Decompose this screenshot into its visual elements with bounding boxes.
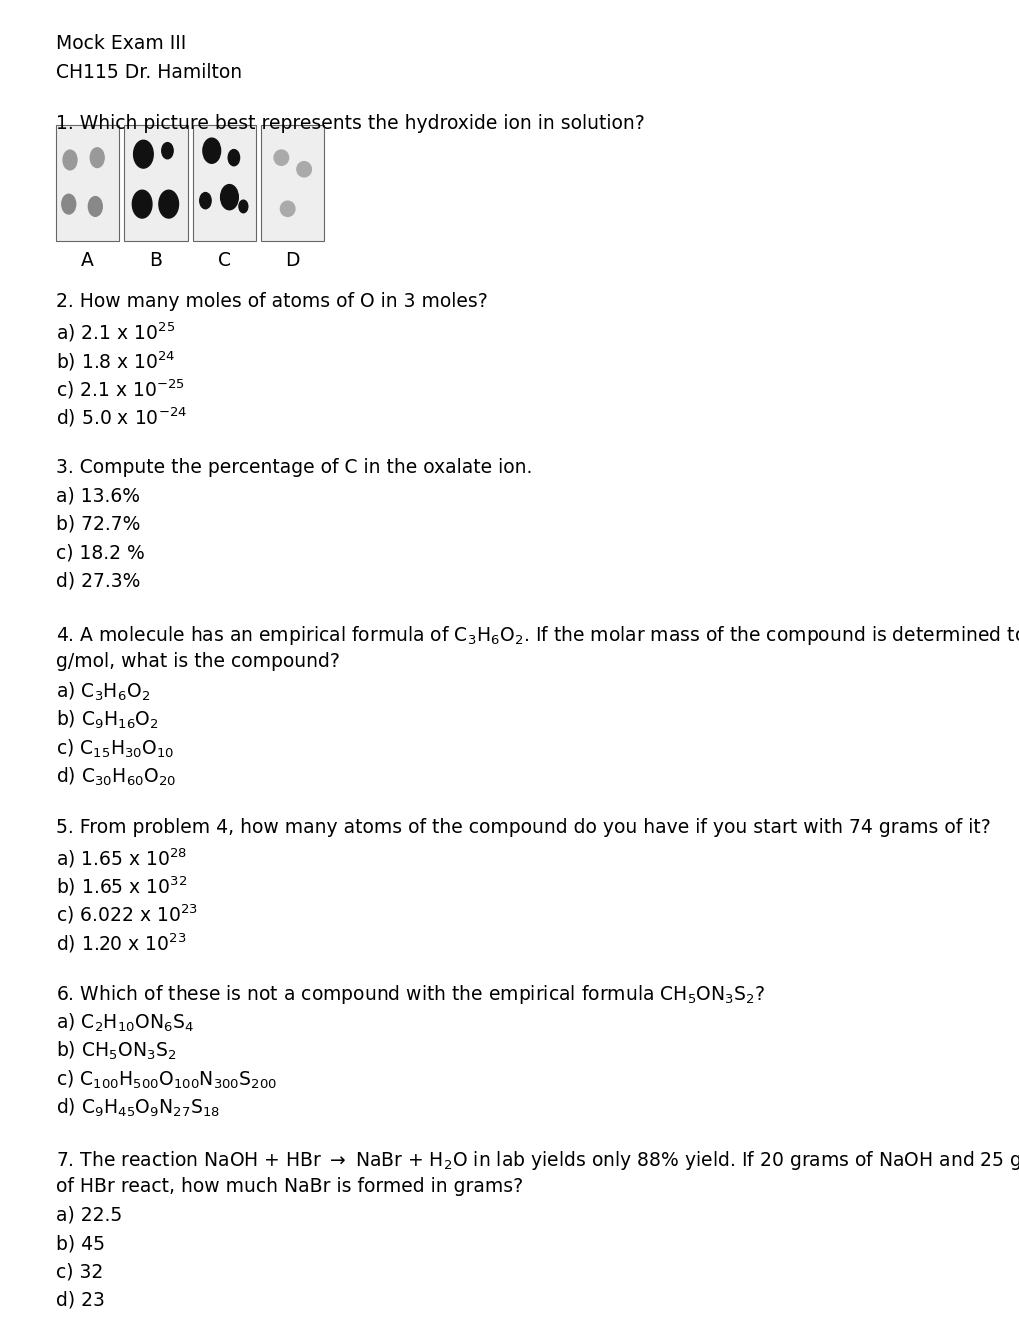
Bar — [261, 125, 324, 242]
Text: d) C$_{30}$H$_{60}$O$_{20}$: d) C$_{30}$H$_{60}$O$_{20}$ — [56, 766, 176, 788]
Text: 5. From problem 4, how many atoms of the compound do you have if you start with : 5. From problem 4, how many atoms of the… — [56, 817, 989, 837]
Ellipse shape — [132, 190, 152, 218]
Text: c) 2.1 x 10$^{-25}$: c) 2.1 x 10$^{-25}$ — [56, 378, 184, 401]
Text: c) 32: c) 32 — [56, 1262, 103, 1282]
Text: c) 18.2 %: c) 18.2 % — [56, 543, 145, 562]
Text: 7. The reaction NaOH + HBr $\rightarrow$ NaBr + H$_{2}$O in lab yields only 88% : 7. The reaction NaOH + HBr $\rightarrow$… — [56, 1148, 1019, 1172]
Text: Mock Exam III: Mock Exam III — [56, 34, 186, 53]
Text: of HBr react, how much NaBr is formed in grams?: of HBr react, how much NaBr is formed in… — [56, 1177, 523, 1196]
Text: d) 27.3%: d) 27.3% — [56, 572, 141, 590]
Text: 1. Which picture best represents the hydroxide ion in solution?: 1. Which picture best represents the hyd… — [56, 114, 644, 133]
Ellipse shape — [159, 190, 178, 218]
Text: b) 45: b) 45 — [56, 1234, 105, 1253]
Ellipse shape — [238, 201, 248, 213]
Text: d) 5.0 x 10$^{-24}$: d) 5.0 x 10$^{-24}$ — [56, 405, 186, 429]
Text: d) 1.20 x 10$^{23}$: d) 1.20 x 10$^{23}$ — [56, 931, 186, 954]
Bar — [124, 125, 187, 242]
Bar — [56, 125, 119, 242]
Text: b) C$_{9}$H$_{16}$O$_{2}$: b) C$_{9}$H$_{16}$O$_{2}$ — [56, 709, 159, 731]
Text: CH115 Dr. Hamilton: CH115 Dr. Hamilton — [56, 62, 242, 82]
Text: a) 22.5: a) 22.5 — [56, 1205, 122, 1225]
Text: c) 6.022 x 10$^{23}$: c) 6.022 x 10$^{23}$ — [56, 903, 198, 927]
Text: 2. How many moles of atoms of O in 3 moles?: 2. How many moles of atoms of O in 3 mol… — [56, 292, 487, 312]
Ellipse shape — [274, 150, 288, 165]
Text: B: B — [150, 251, 162, 269]
Ellipse shape — [280, 201, 294, 216]
Ellipse shape — [228, 149, 239, 166]
Text: a) 13.6%: a) 13.6% — [56, 486, 140, 506]
Ellipse shape — [203, 139, 220, 164]
Text: 4. A molecule has an empirical formula of C$_{3}$H$_{6}$O$_{2}$. If the molar ma: 4. A molecule has an empirical formula o… — [56, 623, 1019, 647]
Ellipse shape — [63, 150, 76, 170]
Text: b) CH$_{5}$ON$_{3}$S$_{2}$: b) CH$_{5}$ON$_{3}$S$_{2}$ — [56, 1040, 176, 1063]
Ellipse shape — [89, 197, 102, 216]
Text: d) C$_{9}$H$_{45}$O$_{9}$N$_{27}$S$_{18}$: d) C$_{9}$H$_{45}$O$_{9}$N$_{27}$S$_{18}… — [56, 1097, 220, 1119]
Ellipse shape — [162, 143, 173, 158]
Text: a) 2.1 x 10$^{25}$: a) 2.1 x 10$^{25}$ — [56, 321, 175, 345]
Ellipse shape — [297, 161, 311, 177]
Text: d) 23: d) 23 — [56, 1291, 105, 1309]
Bar — [193, 125, 256, 242]
Ellipse shape — [200, 193, 211, 209]
Text: b) 1.8 x 10$^{24}$: b) 1.8 x 10$^{24}$ — [56, 348, 175, 372]
Ellipse shape — [90, 148, 104, 168]
Text: c) C$_{100}$H$_{500}$O$_{100}$N$_{300}$S$_{200}$: c) C$_{100}$H$_{500}$O$_{100}$N$_{300}$S… — [56, 1068, 277, 1090]
Ellipse shape — [62, 194, 75, 214]
Text: 3. Compute the percentage of C in the oxalate ion.: 3. Compute the percentage of C in the ox… — [56, 458, 532, 477]
Ellipse shape — [133, 140, 153, 168]
Text: a) C$_{2}$H$_{10}$ON$_{6}$S$_{4}$: a) C$_{2}$H$_{10}$ON$_{6}$S$_{4}$ — [56, 1011, 194, 1034]
Text: a) C$_{3}$H$_{6}$O$_{2}$: a) C$_{3}$H$_{6}$O$_{2}$ — [56, 680, 150, 702]
Ellipse shape — [220, 185, 238, 210]
Text: a) 1.65 x 10$^{28}$: a) 1.65 x 10$^{28}$ — [56, 846, 187, 870]
Text: g/mol, what is the compound?: g/mol, what is the compound? — [56, 652, 339, 671]
Text: c) C$_{15}$H$_{30}$O$_{10}$: c) C$_{15}$H$_{30}$O$_{10}$ — [56, 737, 174, 759]
Text: D: D — [285, 251, 300, 269]
Text: b) 1.65 x 10$^{32}$: b) 1.65 x 10$^{32}$ — [56, 874, 187, 898]
Text: 6. Which of these is not a compound with the empirical formula CH$_{5}$ON$_{3}$S: 6. Which of these is not a compound with… — [56, 983, 765, 1006]
Text: C: C — [218, 251, 230, 269]
Text: A: A — [82, 251, 94, 269]
Text: b) 72.7%: b) 72.7% — [56, 515, 141, 533]
